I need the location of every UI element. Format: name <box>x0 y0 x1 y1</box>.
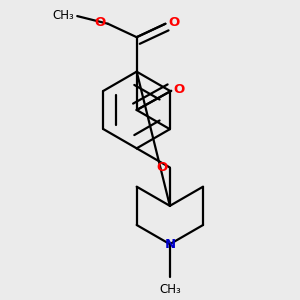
Text: O: O <box>94 16 105 29</box>
Text: CH₃: CH₃ <box>159 283 181 296</box>
Text: O: O <box>168 16 179 29</box>
Text: CH₃: CH₃ <box>53 9 75 22</box>
Text: O: O <box>174 83 185 96</box>
Text: N: N <box>164 238 175 251</box>
Text: O: O <box>156 161 167 174</box>
